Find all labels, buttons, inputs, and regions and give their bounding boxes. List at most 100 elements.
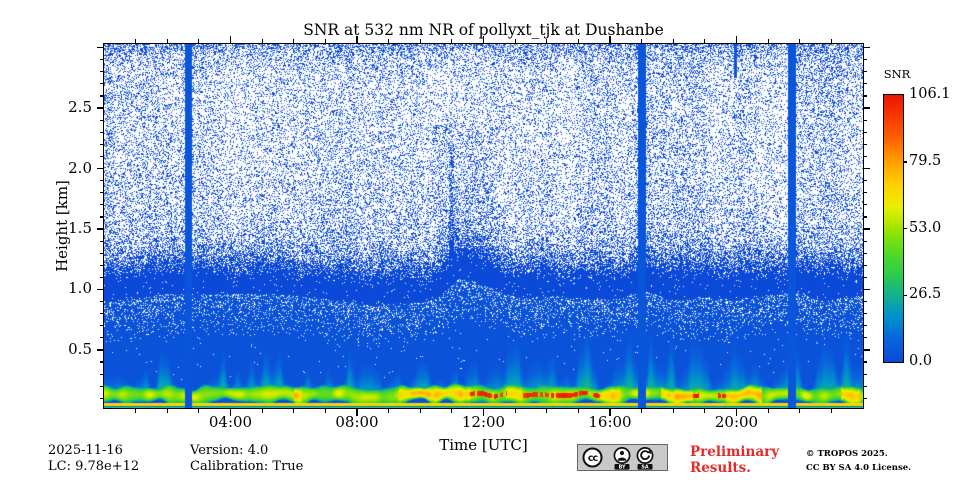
x-tick-label: 20:00 — [714, 413, 759, 431]
x-minor-tick — [830, 409, 832, 413]
x-minor-tick-top — [546, 39, 548, 43]
x-minor-tick — [419, 409, 421, 413]
y-minor-tick — [100, 59, 103, 61]
y-minor-tick-right — [864, 83, 867, 85]
x-minor-tick-top — [293, 39, 295, 43]
x-minor-tick-top — [261, 39, 263, 43]
sa-label-strip — [637, 463, 652, 470]
x-minor-tick — [672, 409, 674, 413]
x-minor-tick — [261, 409, 263, 413]
footer-calibration: Calibration: True — [190, 459, 304, 474]
x-tick-label: 12:00 — [461, 413, 506, 431]
x-major-tick-top — [356, 36, 358, 43]
y-minor-tick — [100, 325, 103, 327]
y-minor-tick — [100, 143, 103, 145]
y-minor-tick — [100, 192, 103, 194]
y-minor-tick — [100, 119, 103, 121]
y-tick-label: 2.5 — [68, 98, 92, 117]
y-minor-tick — [100, 385, 103, 387]
y-major-tick — [97, 167, 103, 170]
x-major-tick — [735, 409, 738, 416]
y-minor-tick — [100, 216, 103, 218]
x-axis-title: Time [UTC] — [439, 436, 528, 454]
x-minor-tick-top — [419, 39, 421, 43]
y-major-tick — [97, 47, 103, 49]
footer-date: 2025-11-16 — [48, 443, 123, 458]
preliminary-results-note: Preliminary Results. — [690, 444, 780, 476]
x-major-tick-top — [609, 36, 611, 43]
y-major-tick-right — [864, 228, 870, 230]
y-minor-tick — [100, 313, 103, 315]
colorbar-tick-label: 53.0 — [909, 219, 942, 236]
x-minor-tick-top — [577, 39, 579, 43]
sa-arrowhead-icon — [646, 449, 651, 454]
colorbar-title: SNR — [883, 67, 911, 81]
x-minor-tick — [641, 409, 643, 413]
x-minor-tick-top — [135, 39, 137, 43]
cc-license-badge: cc BY SA — [577, 444, 668, 471]
x-major-tick-top — [229, 36, 232, 43]
y-minor-tick — [100, 264, 103, 266]
y-minor-tick-right — [864, 325, 867, 327]
x-minor-tick — [198, 409, 200, 413]
y-minor-tick — [100, 300, 103, 303]
x-minor-tick — [388, 409, 390, 413]
footer-version: Version: 4.0 — [190, 443, 269, 458]
y-major-tick-right — [864, 349, 870, 351]
x-minor-tick-top — [704, 39, 706, 43]
x-minor-tick-top — [799, 39, 801, 43]
sa-arrow-icon — [639, 449, 650, 460]
x-minor-tick — [577, 409, 579, 413]
cc-letters: cc — [587, 453, 597, 464]
x-major-tick — [482, 409, 485, 416]
colorbar — [883, 94, 904, 363]
y-tick-label: 2.0 — [68, 158, 92, 177]
y-minor-tick-right — [864, 240, 867, 242]
y-minor-tick-right — [864, 276, 867, 278]
x-tick-label: 08:00 — [335, 413, 379, 431]
y-minor-tick — [100, 95, 103, 97]
y-minor-tick-right — [864, 361, 867, 363]
x-minor-tick — [166, 409, 168, 413]
y-minor-tick — [100, 361, 103, 363]
sa-label: SA — [641, 464, 648, 470]
x-minor-tick-top — [672, 39, 674, 43]
y-minor-tick-right — [864, 95, 867, 97]
x-minor-tick-top — [451, 39, 453, 43]
y-minor-tick-right — [864, 192, 867, 194]
x-minor-tick-top — [641, 39, 643, 43]
y-minor-tick — [100, 155, 103, 158]
by-label: BY — [618, 464, 625, 470]
x-major-tick — [356, 409, 358, 416]
y-minor-tick — [100, 373, 103, 375]
y-major-tick-right — [864, 288, 870, 291]
y-major-tick — [97, 228, 103, 230]
person-body-icon — [617, 457, 626, 461]
y-minor-tick — [100, 337, 103, 339]
colorbar-tick-label: 0.0 — [909, 353, 933, 369]
y-major-tick — [97, 288, 103, 291]
person-head-icon — [619, 450, 624, 455]
y-minor-tick-right — [864, 180, 867, 182]
y-minor-tick-right — [864, 71, 867, 73]
y-minor-tick-right — [864, 143, 867, 145]
y-minor-tick-right — [864, 337, 867, 339]
y-tick-label: 0.5 — [68, 339, 92, 358]
y-minor-tick-right — [864, 264, 867, 266]
colorbar-tick — [903, 161, 907, 163]
y-minor-tick-right — [864, 397, 867, 399]
x-minor-tick-top — [514, 39, 516, 43]
y-minor-tick-right — [864, 119, 867, 121]
x-minor-tick — [514, 409, 516, 413]
x-minor-tick-top — [198, 39, 200, 43]
footer-lidar-constant: LC: 9.78e+12 — [48, 459, 140, 474]
y-tick-label: 1.0 — [68, 279, 92, 298]
y-minor-tick — [100, 240, 103, 242]
y-minor-tick — [100, 180, 103, 182]
y-major-tick — [97, 107, 103, 109]
y-minor-tick-right — [864, 216, 867, 218]
x-minor-tick — [451, 409, 453, 413]
y-minor-tick — [100, 252, 103, 254]
snr-heatmap-canvas — [104, 44, 863, 408]
copyright-line2: CC BY SA 4.0 License. — [806, 463, 912, 473]
